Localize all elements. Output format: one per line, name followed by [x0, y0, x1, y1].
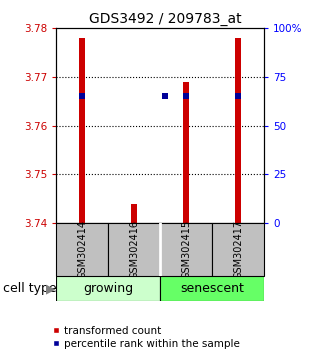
Bar	[131, 204, 137, 223]
Bar	[56, 223, 108, 276]
Bar	[160, 276, 264, 301]
Text: GSM302414: GSM302414	[77, 220, 87, 279]
Text: growing: growing	[83, 282, 133, 295]
Legend: transformed count, percentile rank within the sample: transformed count, percentile rank withi…	[51, 326, 240, 349]
Bar	[212, 223, 264, 276]
Bar	[79, 38, 85, 223]
Bar	[160, 223, 212, 276]
Bar	[108, 223, 160, 276]
Text: senescent: senescent	[180, 282, 244, 295]
Bar	[235, 38, 241, 223]
Bar	[183, 82, 189, 223]
Text: GSM302416: GSM302416	[129, 220, 139, 279]
Text: GSM302417: GSM302417	[233, 220, 243, 279]
Text: GDS3492 / 209783_at: GDS3492 / 209783_at	[89, 12, 241, 27]
Text: GSM302415: GSM302415	[181, 220, 191, 279]
Text: ▶: ▶	[46, 282, 56, 295]
Bar	[56, 276, 160, 301]
Text: cell type: cell type	[3, 282, 57, 295]
